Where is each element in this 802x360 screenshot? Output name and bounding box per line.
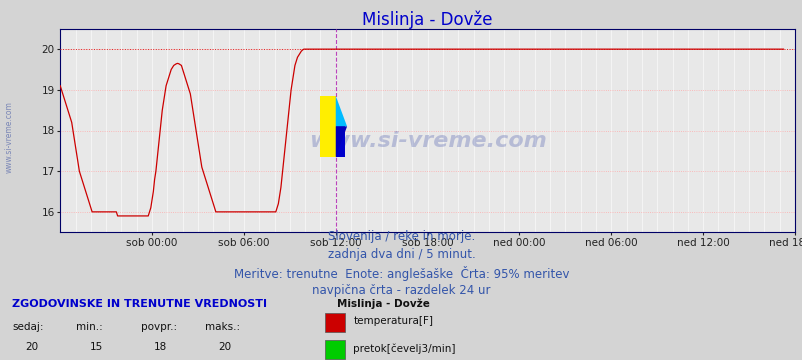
Text: Mislinja - Dovže: Mislinja - Dovže bbox=[337, 299, 430, 309]
Bar bbox=[319, 96, 335, 157]
Bar bbox=[335, 126, 345, 157]
Text: 18: 18 bbox=[154, 342, 167, 352]
Text: sedaj:: sedaj: bbox=[12, 322, 43, 332]
Polygon shape bbox=[335, 126, 346, 157]
Text: -nan: -nan bbox=[213, 359, 237, 360]
Bar bbox=[335, 126, 345, 157]
Text: pretok[čevelj3/min]: pretok[čevelj3/min] bbox=[353, 343, 456, 354]
Text: zadnja dva dni / 5 minut.: zadnja dva dni / 5 minut. bbox=[327, 248, 475, 261]
Text: maks.:: maks.: bbox=[205, 322, 240, 332]
Text: Meritve: trenutne  Enote: anglešaške  Črta: 95% meritev: Meritve: trenutne Enote: anglešaške Črta… bbox=[233, 266, 569, 282]
Text: temperatura[F]: temperatura[F] bbox=[353, 316, 433, 326]
Bar bbox=[319, 96, 335, 157]
Text: -nan: -nan bbox=[84, 359, 108, 360]
Text: -nan: -nan bbox=[148, 359, 172, 360]
Text: www.si-vreme.com: www.si-vreme.com bbox=[5, 101, 14, 173]
Text: -nan: -nan bbox=[20, 359, 44, 360]
Text: navpična črta - razdelek 24 ur: navpična črta - razdelek 24 ur bbox=[312, 284, 490, 297]
Text: min.:: min.: bbox=[76, 322, 103, 332]
Bar bbox=[325, 340, 345, 359]
Text: 15: 15 bbox=[90, 342, 103, 352]
Text: www.si-vreme.com: www.si-vreme.com bbox=[308, 131, 546, 151]
Bar bbox=[325, 313, 345, 332]
Polygon shape bbox=[335, 96, 346, 126]
Text: 20: 20 bbox=[26, 342, 38, 352]
Title: Mislinja - Dovže: Mislinja - Dovže bbox=[362, 10, 492, 29]
Text: 20: 20 bbox=[218, 342, 231, 352]
Text: ZGODOVINSKE IN TRENUTNE VREDNOSTI: ZGODOVINSKE IN TRENUTNE VREDNOSTI bbox=[12, 299, 267, 309]
Text: Slovenija / reke in morje.: Slovenija / reke in morje. bbox=[327, 230, 475, 243]
Text: povpr.:: povpr.: bbox=[140, 322, 176, 332]
